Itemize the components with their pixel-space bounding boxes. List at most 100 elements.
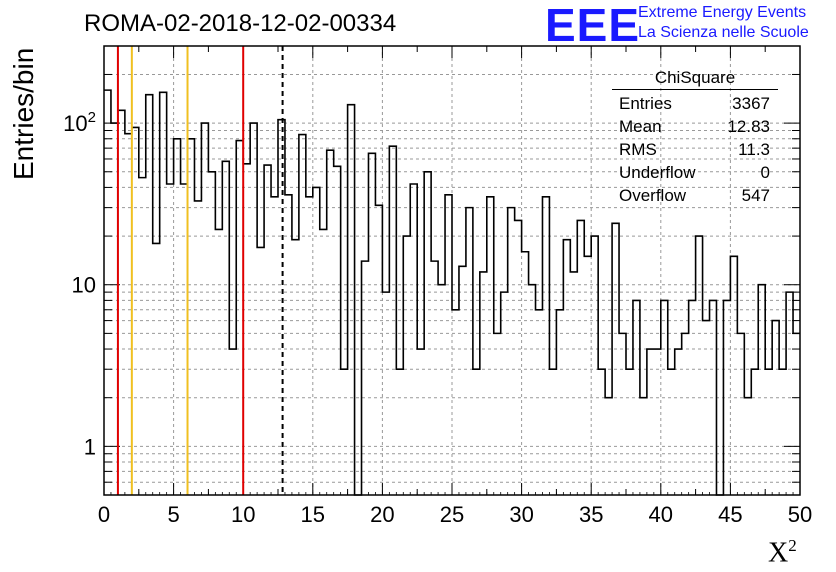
histogram-bar bbox=[626, 369, 633, 495]
histogram-bar bbox=[765, 369, 772, 495]
x-tick-label: 50 bbox=[788, 502, 812, 527]
x-tick-label: 25 bbox=[440, 502, 464, 527]
y-axis-label: Entries/bin bbox=[8, 47, 39, 180]
tick-labels: 0 5 10 15 20 25 30 35 40 45 50 1 10 102 bbox=[63, 109, 812, 527]
histogram-bar bbox=[417, 349, 424, 495]
stats-value: 0 bbox=[760, 163, 770, 182]
logo-text-line2: La Scienza nelle Scuole bbox=[638, 24, 809, 41]
histogram-bar bbox=[605, 398, 612, 495]
histogram-bar bbox=[250, 123, 257, 495]
histogram-bar bbox=[194, 201, 201, 495]
histogram-bar bbox=[264, 165, 271, 495]
histogram-bar bbox=[160, 92, 167, 495]
stats-label: Mean bbox=[619, 117, 662, 136]
histogram-bar bbox=[459, 266, 466, 495]
histogram-bar bbox=[201, 123, 208, 495]
histogram-bar bbox=[306, 197, 313, 495]
histogram-bar bbox=[696, 236, 703, 495]
histogram-bar bbox=[501, 292, 508, 495]
stats-value: 11.3 bbox=[738, 140, 770, 159]
histogram-bar bbox=[445, 195, 452, 495]
x-tick-label: 45 bbox=[718, 502, 742, 527]
histogram-bar bbox=[772, 321, 779, 495]
histogram-bar bbox=[522, 252, 529, 495]
histogram-bar bbox=[633, 300, 640, 495]
histogram-bar bbox=[389, 146, 396, 495]
histogram-bar bbox=[584, 256, 591, 495]
histogram-bar bbox=[452, 310, 459, 495]
stats-row: Entries 3367 bbox=[612, 92, 778, 115]
histogram-bar bbox=[793, 333, 800, 495]
chart-title: ROMA-02-2018-12-02-00334 bbox=[84, 10, 397, 37]
histogram-bar bbox=[334, 166, 341, 495]
y-tick-label: 10 bbox=[72, 273, 96, 298]
histogram-bar bbox=[668, 369, 675, 495]
histogram-bar bbox=[382, 292, 389, 495]
histogram-bar bbox=[257, 247, 264, 495]
histogram-bar bbox=[424, 172, 431, 495]
histogram-bar bbox=[515, 220, 522, 495]
histogram-bar bbox=[473, 369, 480, 495]
histogram-outline bbox=[104, 89, 800, 496]
histogram-bar bbox=[368, 153, 375, 495]
x-tick-label: 10 bbox=[231, 502, 255, 527]
x-axis-label-exponent: 2 bbox=[788, 536, 797, 555]
plot-frame bbox=[103, 45, 801, 496]
histogram-bar bbox=[118, 110, 125, 495]
y-tick-label: 102 bbox=[63, 109, 96, 136]
histogram-bar bbox=[299, 135, 306, 495]
histogram-bar bbox=[438, 285, 445, 495]
histogram-bar bbox=[215, 229, 222, 495]
histogram-bar bbox=[591, 236, 598, 495]
histogram-bar bbox=[619, 333, 626, 495]
histogram-bar bbox=[563, 240, 570, 495]
histogram-bar bbox=[466, 208, 473, 495]
histogram-bar bbox=[730, 256, 737, 495]
stats-row: Mean 12.83 bbox=[612, 115, 778, 138]
histogram-bar bbox=[327, 150, 334, 495]
histogram-bar bbox=[536, 310, 543, 495]
histogram-bar bbox=[570, 272, 577, 495]
histogram-bar bbox=[104, 90, 111, 495]
stats-name: ChiSquare bbox=[612, 68, 778, 90]
histogram-bar bbox=[403, 236, 410, 495]
histogram-bar bbox=[431, 261, 438, 495]
stats-row: Underflow 0 bbox=[612, 161, 778, 184]
stats-value: 547 bbox=[741, 186, 770, 205]
stats-label: Underflow bbox=[619, 163, 696, 182]
x-tick-label: 40 bbox=[649, 502, 673, 527]
histogram-bar bbox=[174, 139, 181, 495]
histogram-bar bbox=[682, 333, 689, 495]
histogram-bar bbox=[654, 349, 661, 495]
x-tick-label: 20 bbox=[370, 502, 394, 527]
stats-row: RMS 11.3 bbox=[612, 138, 778, 161]
x-axis-label: X2 bbox=[768, 536, 797, 569]
histogram-bars bbox=[104, 89, 800, 496]
histogram-bar bbox=[786, 292, 793, 495]
histogram-bar bbox=[494, 333, 501, 495]
histogram-bar bbox=[348, 105, 355, 495]
histogram-bar bbox=[675, 349, 682, 495]
x-tick-label: 15 bbox=[301, 502, 325, 527]
stats-box: ChiSquare Entries 3367 Mean 12.83 RMS 11.3 … bbox=[612, 68, 778, 207]
stats-row: Overflow 547 bbox=[612, 184, 778, 207]
histogram-bar bbox=[111, 123, 118, 495]
histogram-bar bbox=[146, 95, 153, 495]
histogram-bar bbox=[362, 261, 369, 495]
histogram-bar bbox=[480, 272, 487, 495]
histogram-bar bbox=[598, 369, 605, 495]
histogram-bar bbox=[710, 300, 717, 495]
histogram-bar bbox=[723, 300, 730, 495]
x-tick-label: 30 bbox=[509, 502, 533, 527]
histogram-bar bbox=[167, 184, 174, 495]
histogram-bar bbox=[612, 223, 619, 495]
histogram-bar bbox=[640, 398, 647, 495]
histogram-bar bbox=[744, 398, 751, 495]
y-tick-label: 1 bbox=[84, 434, 96, 459]
histogram-bar bbox=[779, 369, 786, 495]
histogram-bar bbox=[751, 369, 758, 495]
histogram-bar bbox=[549, 369, 556, 495]
histogram-bar bbox=[132, 127, 139, 495]
histogram-bar bbox=[181, 184, 188, 495]
histogram-bar bbox=[529, 285, 536, 495]
